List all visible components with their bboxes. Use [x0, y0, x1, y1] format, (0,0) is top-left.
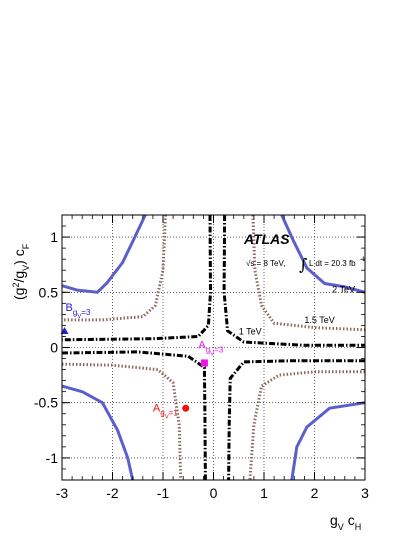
- point-label-a-gv1-subsub: V: [165, 415, 169, 421]
- x-tick-label: 1: [260, 485, 268, 501]
- point-label-a-gv1: AgV=1: [153, 403, 178, 421]
- contour-curves: [61, 214, 366, 481]
- x-tick-label: 3: [361, 485, 369, 501]
- y-axis-title-pre: (g: [11, 288, 27, 300]
- contour-1TeV-branch-0: [61, 214, 212, 342]
- point-label-a-gv1-sub: g: [160, 409, 164, 418]
- contour-15TeV-branch-2: [61, 362, 183, 481]
- x-axis-title-sub2: H: [355, 522, 362, 532]
- atlas-label: ATLAS: [243, 231, 290, 247]
- point-label-a-gv1-main: A: [153, 403, 161, 415]
- y-tick-label: -1: [46, 450, 59, 466]
- x-axis-title-main: g: [330, 512, 338, 528]
- lumi-label: L dt = 20.3 fb: [309, 259, 356, 268]
- point-label-a-gv3: AgV=3: [198, 340, 223, 358]
- point-label-a-gv3-main: A: [198, 340, 206, 352]
- contour-15TeV-branch-3: [248, 370, 365, 481]
- y-axis-title: (g2/gV) cF: [11, 243, 31, 300]
- y-axis-title-sub1: V: [21, 265, 31, 271]
- point-marker-1: [200, 359, 208, 367]
- point-label-b-gv3: BgV=3: [66, 302, 91, 320]
- series-label-2tev: 2 TeV: [332, 284, 355, 294]
- grid-lines: [62, 215, 365, 480]
- x-axis-title: gV cH: [330, 512, 361, 532]
- benchmark-points: [60, 326, 208, 412]
- y-axis-title-mid: /g: [11, 271, 27, 283]
- contour-2TeV-branch-3: [290, 401, 366, 481]
- y-tick-label: 1: [50, 229, 58, 245]
- contour-2TeV-branch-1: [280, 214, 366, 294]
- point-label-a-gv1-suffix: =1: [169, 409, 179, 418]
- point-marker-0: [182, 404, 190, 412]
- axis-ticks: -3 -2 -1 0 1 2 3 -1 -0.5 0 0.5 1: [34, 214, 369, 501]
- x-axis-title-mid: c: [344, 512, 355, 528]
- point-label-b-gv3-sub: g: [73, 308, 77, 317]
- x-tick-label: -1: [157, 485, 170, 501]
- y-axis-title-sub2: F: [21, 243, 31, 249]
- y-tick-label: 0: [50, 340, 58, 356]
- integral-symbol: ∫: [299, 255, 307, 274]
- contour-15TeV-branch-0: [62, 214, 167, 322]
- y-axis-title-sup: 2: [11, 283, 21, 288]
- contour-1TeV-branch-2: [61, 350, 207, 481]
- point-label-b-gv3-subsub: V: [77, 314, 81, 320]
- x-axis-title-sub1: V: [338, 522, 344, 532]
- y-tick-label: 0.5: [39, 284, 59, 300]
- point-label-a-gv3-suffix: =3: [214, 346, 224, 355]
- point-marker-2: [60, 326, 69, 334]
- series-label-1tev: 1 TeV: [239, 326, 262, 336]
- point-label-a-gv3-sub: g: [206, 346, 210, 355]
- x-tick-label: -2: [106, 485, 119, 501]
- x-tick-label: -3: [56, 485, 69, 501]
- y-axis-title-post: ) c: [11, 249, 27, 265]
- point-labels: AgV=1 AgV=3 BgV=3: [66, 302, 224, 420]
- energy-label: √s = 8 TeV,: [246, 259, 285, 268]
- point-label-b-gv3-main: B: [66, 302, 73, 314]
- lumi-superscript: -1: [360, 257, 366, 263]
- series-label-1p5tev: 1.5 TeV: [304, 315, 334, 325]
- x-tick-label: 2: [311, 485, 319, 501]
- y-tick-label: -0.5: [34, 395, 58, 411]
- x-tick-label: 0: [210, 485, 218, 501]
- contour-2TeV-branch-0: [61, 214, 147, 294]
- contour-2TeV-branch-2: [61, 384, 135, 481]
- contour-15TeV-branch-1: [251, 214, 366, 332]
- point-label-a-gv3-subsub: V: [210, 352, 214, 358]
- contour-1TeV-branch-3: [227, 359, 365, 481]
- point-label-b-gv3-suffix: =3: [81, 308, 91, 317]
